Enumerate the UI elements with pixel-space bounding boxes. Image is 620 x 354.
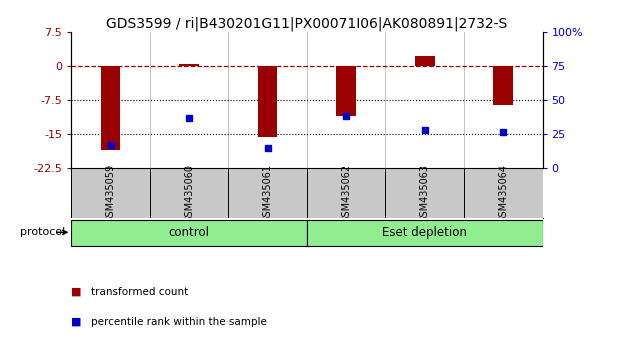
Text: GSM435059: GSM435059: [105, 164, 115, 223]
Bar: [494, 66, 513, 105]
Text: transformed count: transformed count: [91, 287, 188, 297]
Text: percentile rank within the sample: percentile rank within the sample: [91, 317, 267, 327]
Bar: [100, 66, 120, 150]
Text: ■: ■: [71, 287, 82, 297]
Text: ■: ■: [71, 317, 82, 327]
Text: protocol: protocol: [20, 227, 65, 237]
Text: GSM435063: GSM435063: [420, 164, 430, 223]
Text: GSM435062: GSM435062: [341, 164, 351, 223]
Bar: [415, 56, 435, 66]
Text: control: control: [169, 226, 210, 239]
Bar: [179, 64, 199, 66]
Text: GSM435064: GSM435064: [498, 164, 508, 223]
Title: GDS3599 / ri|B430201G11|PX00071I06|AK080891|2732-S: GDS3599 / ri|B430201G11|PX00071I06|AK080…: [106, 17, 508, 31]
Bar: [307, 219, 542, 246]
Text: GSM435060: GSM435060: [184, 164, 194, 223]
Bar: [71, 219, 307, 246]
Text: GSM435061: GSM435061: [263, 164, 273, 223]
Bar: [336, 66, 356, 116]
Bar: [258, 66, 278, 137]
Text: Eset depletion: Eset depletion: [383, 226, 467, 239]
